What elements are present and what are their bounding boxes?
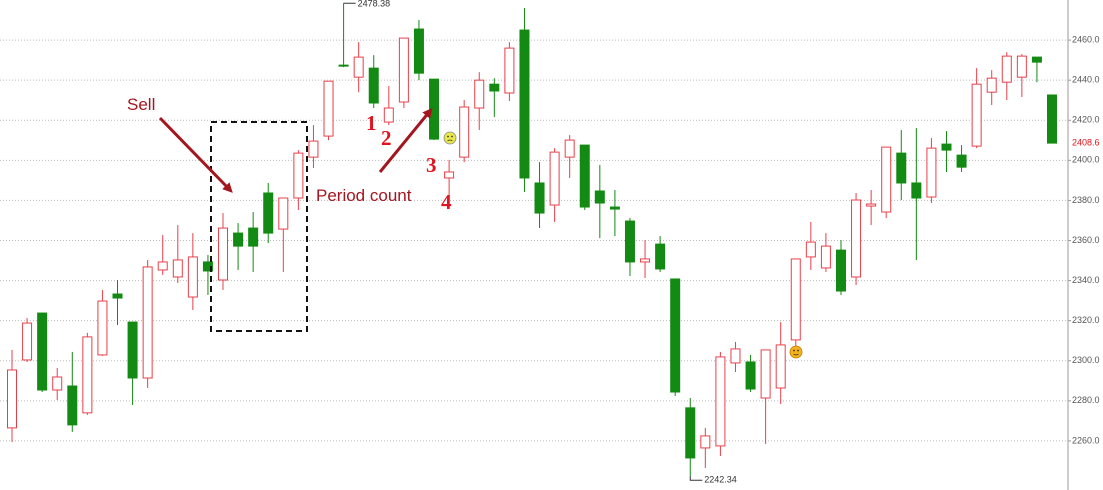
candle-body	[233, 232, 244, 247]
y-tick-label: 2320.0	[1072, 315, 1100, 325]
candle-body	[218, 227, 229, 281]
candle-body	[429, 78, 440, 140]
candle-body	[1001, 55, 1012, 83]
y-tick-label: 2440.0	[1072, 75, 1100, 85]
y-tick-label: 2460.0	[1072, 34, 1100, 44]
candle-body	[338, 64, 349, 67]
candle-body	[594, 190, 605, 204]
candle-body	[278, 197, 289, 230]
annotation: Sell	[127, 95, 155, 114]
candle-body	[579, 144, 590, 208]
y-tick-label: 2420.0	[1072, 115, 1100, 125]
annotation: 2	[381, 126, 392, 150]
y-tick-label: 2380.0	[1072, 195, 1100, 205]
candle-body	[519, 29, 530, 179]
candle-body	[142, 266, 153, 379]
candle-body	[37, 312, 48, 391]
min-label: 2242.34	[704, 475, 737, 485]
candle-body	[655, 243, 666, 270]
candle-body	[504, 47, 515, 94]
candle-body	[459, 106, 470, 158]
candle-body	[700, 435, 711, 449]
y-tick-label: 2400.0	[1072, 155, 1100, 165]
candle-body	[1031, 56, 1042, 63]
candle-body	[685, 407, 696, 459]
annotation: 4	[441, 190, 452, 214]
candle-body	[248, 227, 259, 247]
candle-body	[640, 258, 651, 263]
candle-body	[911, 182, 922, 199]
candle-body	[941, 143, 952, 151]
candle-body	[926, 147, 937, 198]
candle-body	[157, 261, 168, 271]
candle-body	[67, 385, 78, 426]
candle-body	[383, 107, 394, 123]
candle-body	[1016, 55, 1027, 78]
candle-body	[835, 249, 846, 292]
candle-body	[564, 139, 575, 158]
candle-body	[172, 259, 183, 278]
candle-body	[775, 344, 786, 389]
candle-body	[851, 199, 862, 278]
candle-body	[7, 369, 17, 429]
candle-body	[956, 154, 967, 168]
annotation: 1	[366, 111, 377, 135]
candle-body	[293, 152, 304, 199]
candle-body	[866, 203, 877, 207]
candle-body	[323, 80, 334, 137]
candle-body	[805, 241, 816, 258]
candle-body	[413, 28, 424, 74]
candle-body	[715, 356, 726, 447]
candle-body	[730, 348, 741, 364]
candle-body	[790, 258, 801, 341]
smiley	[789, 345, 803, 359]
candle-body	[97, 300, 108, 356]
candle-body	[52, 376, 63, 391]
candle-body	[398, 37, 409, 103]
y-tick-label: 2360.0	[1072, 235, 1100, 245]
candle-body	[444, 171, 455, 179]
candle-body	[353, 56, 364, 78]
y-tick-label: 2260.0	[1072, 435, 1100, 445]
smiley	[443, 131, 457, 145]
candle-body	[368, 67, 379, 104]
arrow	[158, 116, 233, 193]
candle-body	[881, 146, 892, 213]
candle-body	[202, 261, 213, 272]
candle-body	[534, 182, 545, 214]
candle-body	[112, 293, 123, 299]
candle-body	[549, 151, 560, 206]
candle-body	[820, 245, 831, 269]
candle-body	[489, 83, 500, 92]
y-tick-label: 2300.0	[1072, 355, 1100, 365]
candle-body	[82, 336, 93, 414]
candle-body	[624, 220, 635, 263]
candle-body	[22, 322, 33, 361]
candle-body	[308, 140, 319, 158]
leader-line	[689, 476, 703, 481]
annotation: 3	[426, 153, 437, 177]
annotation: Period count	[316, 186, 412, 205]
candle-body	[760, 349, 771, 399]
candle-body	[971, 83, 982, 147]
candle-body	[127, 321, 138, 379]
candle-body	[187, 256, 198, 298]
candle-body	[670, 278, 681, 393]
y-tick-label: 2340.0	[1072, 275, 1100, 285]
arrow	[378, 107, 433, 173]
last-price-label: 2408.6	[1072, 137, 1100, 147]
candle-body	[896, 152, 907, 184]
max-label: 2478.38	[358, 0, 391, 8]
candle-body	[263, 192, 274, 234]
y-tick-label: 2280.0	[1072, 395, 1100, 405]
candle-body	[986, 77, 997, 93]
candle-body	[745, 361, 756, 390]
candle-body	[474, 79, 485, 109]
candle-body	[609, 206, 620, 210]
highlight-box	[210, 121, 308, 332]
candle-body	[1047, 94, 1057, 144]
